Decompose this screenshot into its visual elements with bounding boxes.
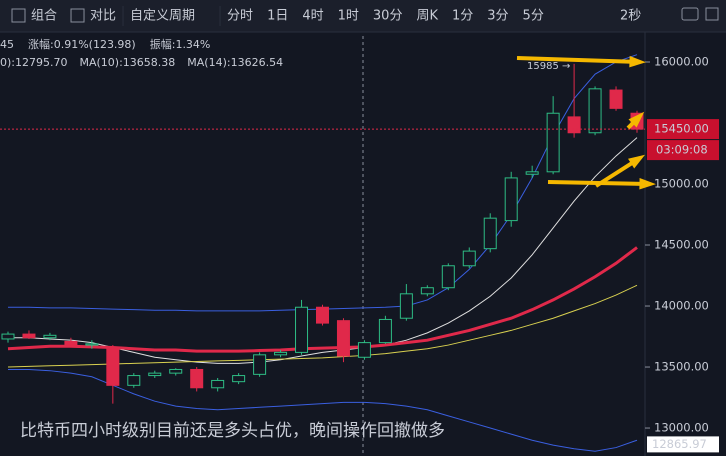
candle-body [546, 112, 560, 173]
candle-body [148, 372, 162, 377]
countdown-tag [647, 140, 719, 161]
ma-label: MA(14):13626.54 [187, 56, 283, 69]
candle-body [441, 265, 455, 289]
candle-body [64, 340, 78, 346]
y-tick-label: 16000.00 [654, 54, 709, 68]
arrow-head [629, 55, 646, 68]
icon [11, 8, 26, 23]
candle-body [85, 343, 99, 346]
candle-body [609, 89, 623, 109]
candle-body [336, 320, 350, 357]
toolbar-item[interactable]: 周K [416, 9, 438, 24]
candle-body [211, 379, 225, 389]
y-tick-label: 13500.00 [654, 360, 709, 374]
camera-icon[interactable] [681, 7, 699, 21]
arrow-head [628, 154, 646, 169]
candle-body [588, 88, 602, 134]
arrow-head [628, 111, 645, 128]
y-tick-label: 14000.00 [654, 299, 709, 313]
candle-body [504, 177, 518, 222]
toolbar-item[interactable]: 4时 [302, 9, 323, 24]
y-tick-label: 13000.00 [654, 421, 709, 435]
toolbar-item[interactable]: 1分 [452, 9, 473, 24]
candle-body [357, 342, 371, 358]
toolbar-item[interactable]: 自定义周期 [130, 9, 195, 24]
toolbar [0, 0, 726, 32]
candle-body [378, 318, 392, 344]
info: 45 [0, 38, 14, 51]
y-tick-label: 15000.00 [654, 177, 709, 191]
caption: 比特币四小时级别目前还是多头占优，晚间操作回撤做多 [20, 421, 445, 441]
info: 涨幅:0.91%(123.98) [28, 38, 136, 51]
candle-body [1, 333, 15, 340]
candle-body [43, 334, 57, 339]
candle-body [295, 306, 309, 353]
arrow [516, 56, 641, 64]
icon [70, 8, 85, 23]
candle-body [169, 368, 183, 374]
candle-body [106, 348, 120, 386]
toolbar-item[interactable]: 30分 [373, 9, 403, 24]
candle-body [22, 333, 36, 339]
price-tag [647, 119, 719, 140]
candle-body [127, 375, 141, 386]
ma-label: MA(10):13658.38 [79, 56, 175, 69]
last-price-label: 15450.00 [654, 122, 709, 136]
candle-body [567, 116, 581, 134]
toolbar-item[interactable]: 5分 [523, 9, 544, 24]
candle-body [483, 217, 497, 250]
countdown: 03:09:08 [656, 143, 708, 157]
ma-label: 0):12795.70 [0, 56, 67, 69]
high-note: 15985 → [527, 61, 570, 72]
toolbar-item[interactable]: 对比 [90, 9, 116, 24]
y-tick-label: 14500.00 [654, 238, 709, 252]
plot [1, 54, 644, 452]
toolbar-item[interactable]: 组合 [31, 9, 57, 24]
candle-body [420, 287, 434, 295]
candle-body [525, 171, 539, 175]
toolbar-item[interactable]: 2秒 [620, 9, 641, 24]
candle-body [316, 306, 329, 324]
low-tag [647, 436, 719, 453]
candle-body [190, 368, 204, 389]
toolbar-item[interactable]: 分时 [227, 9, 253, 24]
candle-body [253, 354, 267, 375]
arrow-head [639, 178, 656, 190]
candle-body [399, 293, 413, 319]
low-price-label: 12865.97 [652, 437, 707, 451]
candle-body [462, 250, 476, 267]
toolbar-item[interactable]: 1时 [338, 9, 359, 24]
toolbar-item[interactable]: 1日 [267, 9, 288, 24]
candle-body [274, 351, 288, 356]
info: 振幅:1.34% [150, 37, 211, 51]
candle-body [232, 375, 246, 383]
fullscreen-icon[interactable] [705, 7, 719, 21]
toolbar-item[interactable]: 3分 [487, 9, 508, 24]
